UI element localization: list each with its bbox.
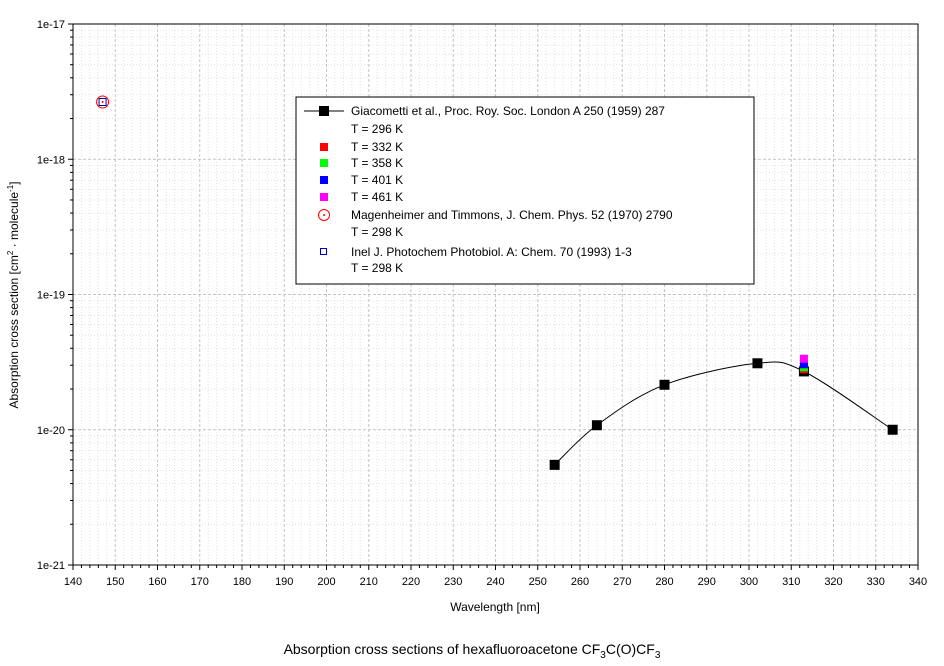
x-tick-label: 340 [909,576,927,588]
y-axis-label-sup2: -1 [6,184,15,192]
legend-entry-magenheimer-temp: T = 298 K [351,225,403,239]
x-tick-label: 260 [571,576,589,588]
legend-entry-401k: T = 401 K [351,173,403,187]
data-point-inel [98,98,107,107]
y-tick-label: 1e-17 [37,19,65,31]
x-tick-label: 270 [613,576,631,588]
x-tick-label: 310 [782,576,800,588]
data-point-3 [799,360,808,369]
legend-entry-inel-temp: T = 298 K [351,261,403,275]
legend-entry-inel: Inel J. Photochem Photobiol. A: Chem. 70… [351,245,632,259]
x-tick-label: 190 [275,576,293,588]
x-tick-label: 200 [317,576,335,588]
chart-caption: Absorption cross sections of hexafluoroa… [0,641,944,661]
caption-sub2: 3 [654,649,661,661]
x-tick-label: 210 [360,576,378,588]
y-tick-label: 1e-18 [37,154,65,166]
chart: 140 150 160 170 180 190 200 210 220 230 240 250 260 2… [6,19,927,614]
legend-entry-giacometti: Giacometti et al., Proc. Roy. Soc. Londo… [351,104,665,118]
legend-swatch-461k [320,193,328,201]
legend-entry-magenheimer: Magenheimer and Timmons, J. Chem. Phys. … [351,208,673,222]
x-tick-label: 240 [486,576,504,588]
y-axis-label-prefix: Absorption cross section [cm [7,255,21,408]
x-tick-label: 320 [824,576,842,588]
x-tick-label: 160 [148,576,166,588]
y-tick-label: 1e-19 [37,290,65,302]
x-tick-label: 140 [64,576,82,588]
y-axis-label-middle: · molecule [7,192,21,251]
y-axis-label-sup1: 2 [6,250,15,255]
x-tick-label: 180 [233,576,251,588]
x-tick-label: 330 [867,576,885,588]
data-point-giacometti [752,358,763,369]
curve-layer [554,361,893,466]
caption-text: Absorption cross sections of hexafluoroa… [283,641,601,657]
x-axis-label: Wavelength [nm] [450,600,540,614]
caption-mid: C(O)CF [605,641,655,657]
x-tick-label: 290 [698,576,716,588]
data-point-4 [799,354,808,363]
legend-swatch-magenheimer [318,209,330,221]
legend-swatch-inel [320,248,327,255]
legend-swatch-332k [320,143,328,151]
x-tick-label: 280 [655,576,673,588]
y-tick-label: 1e-20 [37,425,65,437]
legend-entry-461k: T = 461 K [351,190,403,204]
data-points [96,95,898,470]
data-point-giacometti [659,379,670,390]
x-tick-label: 230 [444,576,462,588]
ticks [68,23,919,570]
y-axis-label: Absorption cross section [cm2 · molecule… [6,181,21,408]
tick-labels: 140 150 160 170 180 190 200 210 220 230 240 250 260 2… [37,19,927,588]
legend: Giacometti et al., Proc. Roy. Soc. Londo… [295,96,755,285]
legend-swatch-358k [320,159,328,167]
x-tick-label: 250 [529,576,547,588]
legend-swatch-magenheimer-dot [323,214,325,216]
x-tick-label: 170 [191,576,209,588]
series-line-giacometti [554,361,893,466]
legend-entry-332k: T = 332 K [351,140,403,154]
data-point-magenheimer-dot [101,101,104,104]
caption-sub1: 3 [600,649,606,661]
data-point-giacometti [591,420,602,431]
legend-swatch-giacometti [319,106,329,116]
legend-entry-358k: T = 358 K [351,156,403,170]
x-tick-label: 150 [106,576,124,588]
legend-entry-giacometti-temp: T = 296 K [351,122,403,136]
legend-swatch-401k [320,176,328,184]
legend-box [295,96,755,285]
y-axis-label-suffix: ] [7,181,21,184]
data-point-giacometti [887,424,898,435]
data-point-giacometti [549,459,560,470]
x-tick-label: 300 [740,576,758,588]
y-tick-label: 1e-21 [37,560,65,572]
data-point-magenheimer [96,95,110,109]
x-tick-label: 220 [402,576,420,588]
